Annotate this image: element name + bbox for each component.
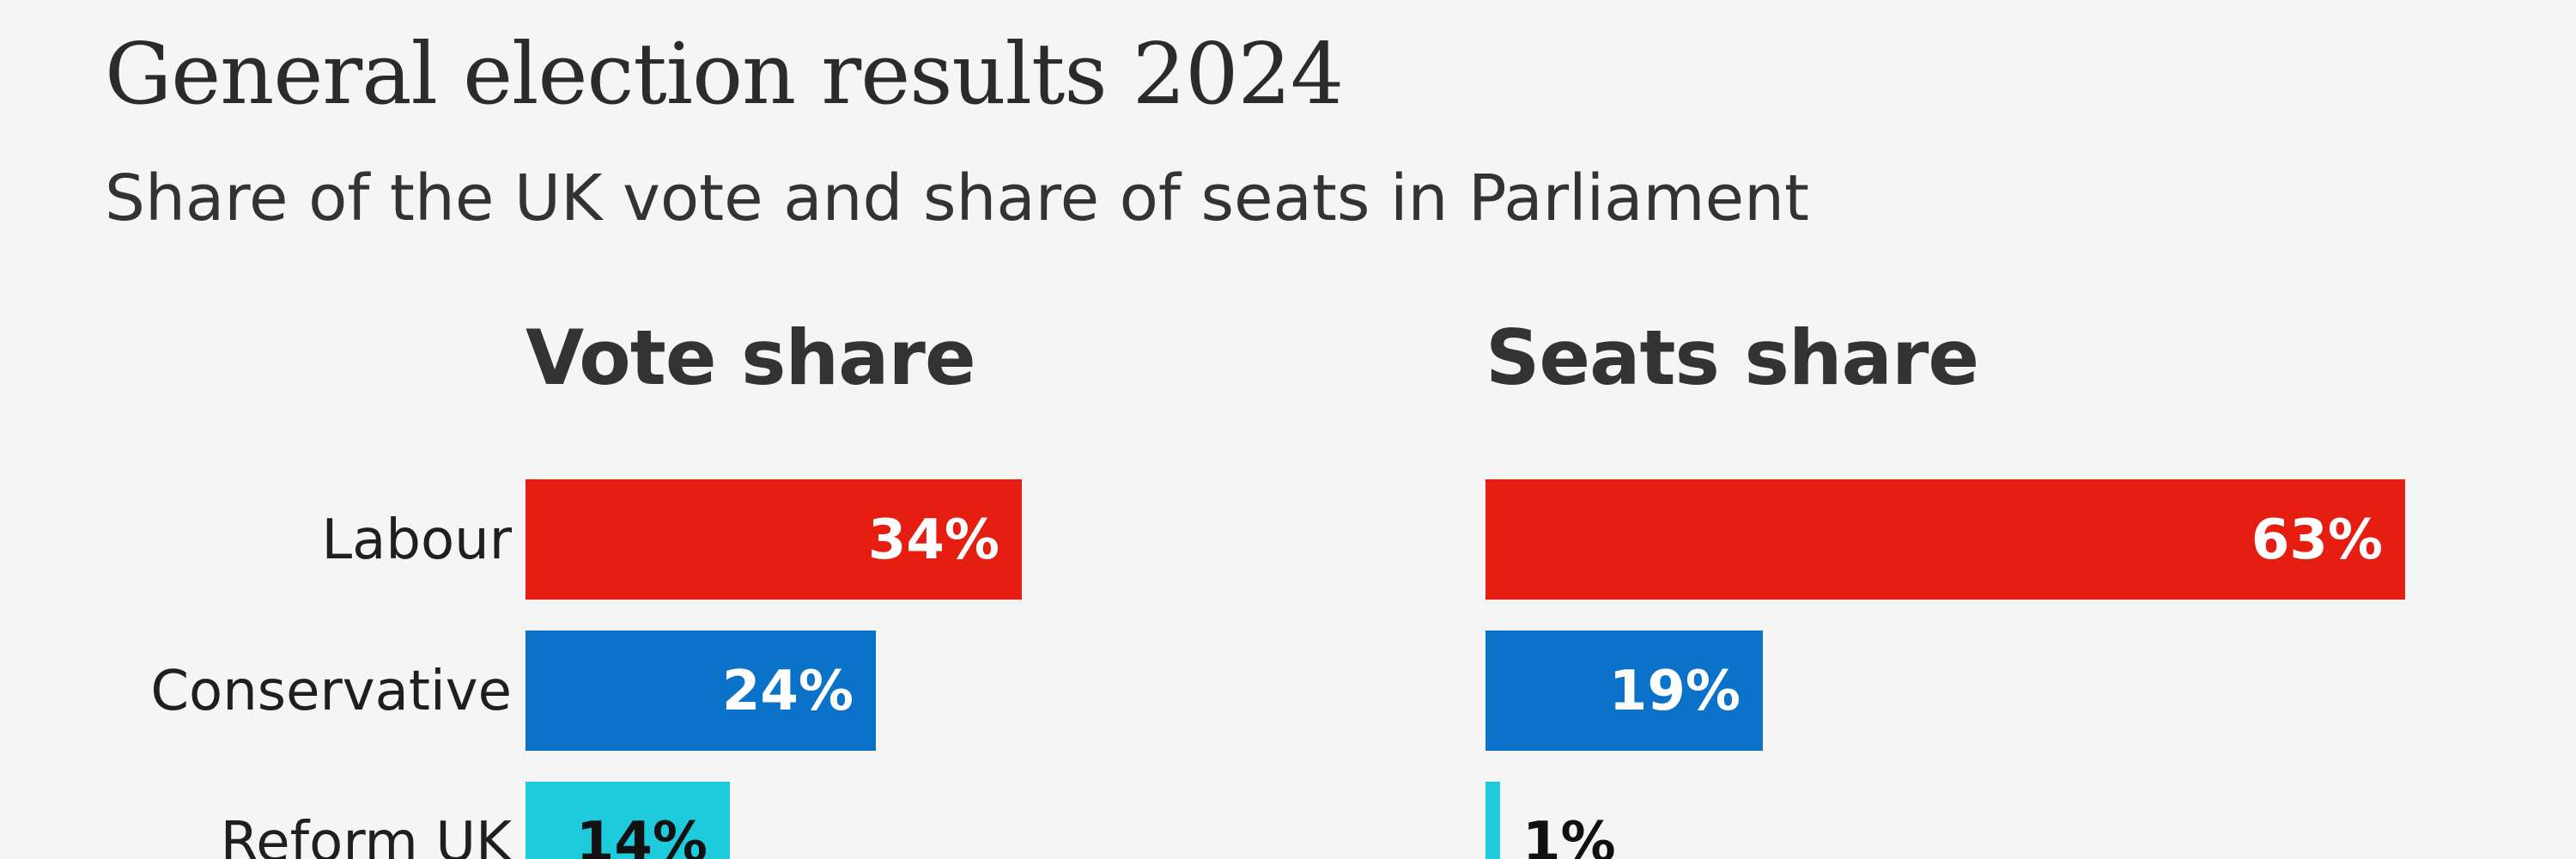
vote-bar-labour [526,479,1022,600]
vote-bar-conservative [526,631,876,751]
seats-bar-reform-uk [1485,782,1500,859]
vote-value-label-labour: 34% [868,509,999,572]
category-label-labour: Labour [321,509,512,572]
seats-value-label-reform-uk: 1% [1522,811,1616,859]
vote-share-panel-title: Vote share [526,314,976,402]
seats-value-label-labour: 63% [2251,509,2383,572]
seats-value-label-conservative: 19% [1609,660,1741,723]
category-label-conservative: Conservative [150,660,512,723]
seats-bar-labour [1485,479,2405,600]
seats-bar-conservative [1485,631,1763,751]
category-label-reform-uk: Reform UK [221,811,513,859]
vote-value-label-conservative: 24% [722,660,854,723]
seats-share-panel-title: Seats share [1485,314,1979,402]
chart-subtitle: Share of the UK vote and share of seats … [105,161,1810,235]
chart-title: General election results 2024 [105,26,1344,124]
vote-value-label-reform-uk: 14% [576,811,708,859]
vote-bar-reform-uk [526,782,730,859]
